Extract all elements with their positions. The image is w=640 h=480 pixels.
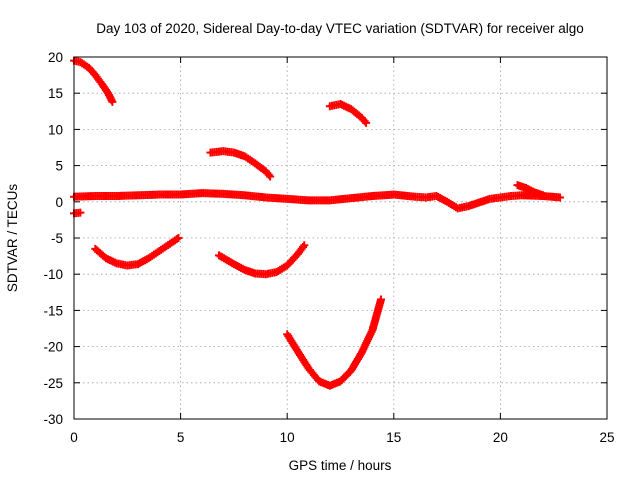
series-arc-6 [325,100,371,127]
x-axis-label: GPS time / hours [289,458,392,473]
series-arc-2 [91,234,183,270]
x-tick-label: 20 [493,430,508,445]
series-arc-main [70,189,565,213]
data-point [362,118,371,127]
y-tick-label: -15 [43,303,63,318]
axis-ticks: 0 5 10 15 20 25 -30 -25 -20 -15 -10 -5 0 5 10 15 20 [43,50,614,445]
series-arc-5 [283,295,386,390]
chart-title: Day 103 of 2020, Sidereal Day-to-day VTE… [96,21,583,36]
y-tick-label: 20 [48,50,63,65]
x-tick-label: 0 [70,430,78,445]
y-tick-label: -30 [43,412,63,427]
series-arc-neg-start [70,208,85,218]
x-tick-label: 5 [177,430,185,445]
data-points [70,56,565,390]
x-tick-label: 25 [599,430,614,445]
data-point [108,97,117,106]
data-point [556,193,565,202]
data-point [266,172,275,181]
series-arc-4 [214,241,309,279]
y-tick-label: 5 [55,159,63,174]
y-tick-label: 15 [48,86,63,101]
y-tick-label: -10 [43,267,63,282]
data-point [377,295,386,304]
y-tick-label: -25 [43,376,63,391]
y-tick-label: -5 [51,231,63,246]
series-arc-1 [70,56,117,106]
grid-lines [74,57,607,419]
series-arc-7 [513,181,548,200]
y-tick-label: 10 [48,122,63,137]
data-point [76,208,85,217]
series-arc-3 [206,147,275,181]
x-tick-label: 15 [386,430,401,445]
y-axis-label: SDTVAR / TECUs [5,184,20,293]
x-tick-label: 10 [280,430,295,445]
data-point [300,241,309,250]
data-point [539,191,548,200]
y-tick-label: -20 [43,340,63,355]
data-point [174,234,183,242]
y-tick-label: 0 [55,195,63,210]
